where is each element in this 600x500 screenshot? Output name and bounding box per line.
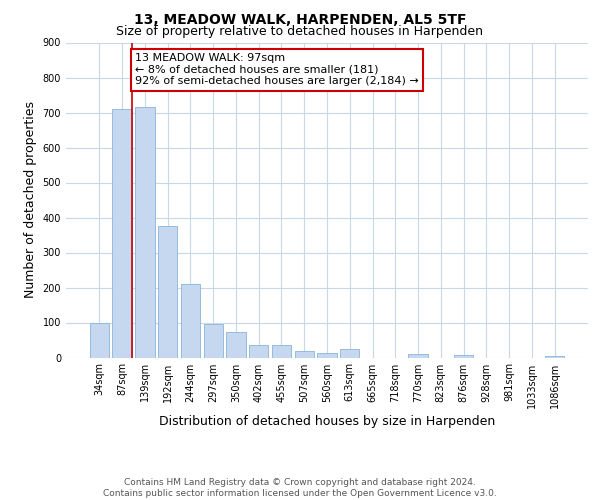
- Text: Size of property relative to detached houses in Harpenden: Size of property relative to detached ho…: [116, 25, 484, 38]
- Bar: [295, 350, 314, 358]
- X-axis label: Distribution of detached houses by size in Harpenden: Distribution of detached houses by size …: [159, 414, 495, 428]
- Bar: [272, 344, 291, 358]
- Bar: [249, 346, 268, 358]
- Bar: [135, 108, 155, 358]
- Y-axis label: Number of detached properties: Number of detached properties: [24, 102, 37, 298]
- Text: Contains HM Land Registry data © Crown copyright and database right 2024.
Contai: Contains HM Land Registry data © Crown c…: [103, 478, 497, 498]
- Bar: [340, 349, 359, 358]
- Bar: [112, 109, 132, 358]
- Bar: [545, 356, 564, 358]
- Bar: [90, 322, 109, 358]
- Text: 13, MEADOW WALK, HARPENDEN, AL5 5TF: 13, MEADOW WALK, HARPENDEN, AL5 5TF: [134, 12, 466, 26]
- Text: 13 MEADOW WALK: 97sqm
← 8% of detached houses are smaller (181)
92% of semi-deta: 13 MEADOW WALK: 97sqm ← 8% of detached h…: [135, 53, 419, 86]
- Bar: [317, 354, 337, 358]
- Bar: [454, 354, 473, 358]
- Bar: [409, 354, 428, 358]
- Bar: [203, 324, 223, 358]
- Bar: [181, 284, 200, 358]
- Bar: [226, 332, 245, 357]
- Bar: [158, 226, 178, 358]
